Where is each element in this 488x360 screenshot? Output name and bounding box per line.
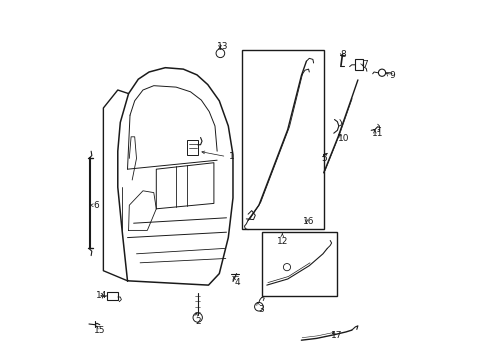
Bar bbox=[241, 50, 323, 229]
Text: 1: 1 bbox=[228, 152, 234, 161]
Text: 5: 5 bbox=[320, 154, 326, 163]
Text: 3: 3 bbox=[257, 305, 263, 314]
Text: 15: 15 bbox=[94, 326, 105, 335]
Bar bbox=[186, 140, 198, 155]
Bar bbox=[355, 59, 363, 70]
Text: 16: 16 bbox=[302, 217, 314, 226]
Text: 12: 12 bbox=[276, 237, 287, 246]
Text: 7: 7 bbox=[362, 60, 367, 69]
Text: 6: 6 bbox=[93, 201, 99, 210]
Bar bbox=[107, 292, 118, 300]
Text: 11: 11 bbox=[371, 129, 383, 138]
Text: 14: 14 bbox=[96, 292, 107, 300]
Bar bbox=[261, 232, 336, 296]
Text: 10: 10 bbox=[337, 134, 348, 143]
Text: 8: 8 bbox=[340, 50, 346, 59]
Text: 9: 9 bbox=[388, 71, 394, 80]
Text: 13: 13 bbox=[217, 42, 228, 51]
Text: 4: 4 bbox=[234, 278, 240, 287]
Text: 17: 17 bbox=[330, 331, 341, 340]
Text: 2: 2 bbox=[195, 317, 200, 325]
